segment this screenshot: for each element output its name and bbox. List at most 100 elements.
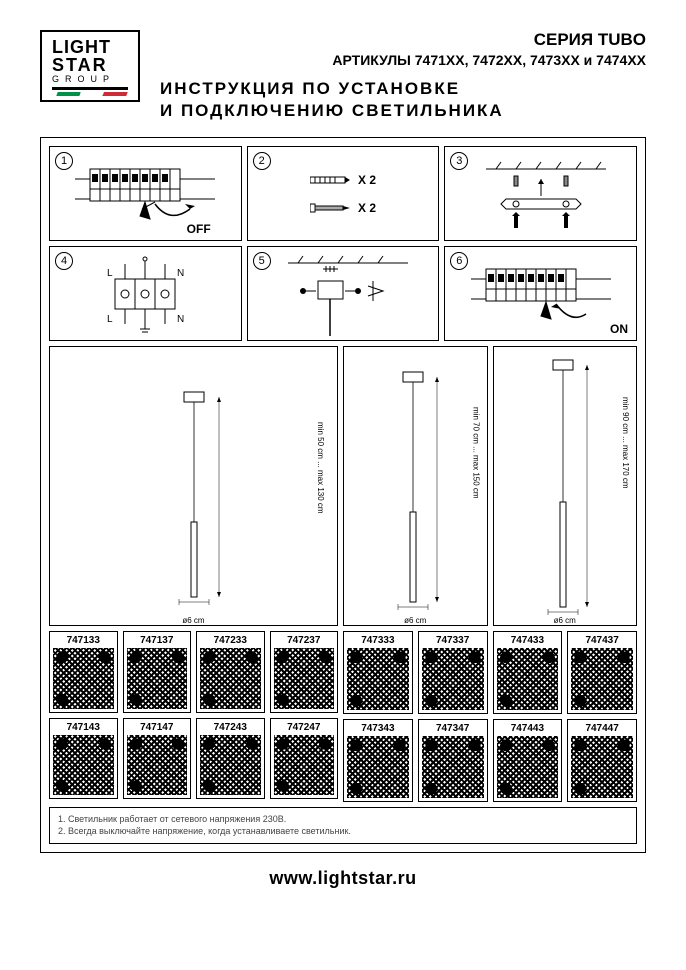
step-number: 5 — [253, 252, 271, 270]
product-1: min 50 cm ... max 130 cm ø6 cm — [49, 346, 338, 626]
sku: 747247 — [274, 722, 335, 733]
qr-code-icon — [497, 736, 559, 798]
qr-code-icon — [571, 736, 633, 798]
qr-row: 747443 747447 — [493, 719, 638, 802]
qr-code-icon — [422, 736, 484, 798]
qr-code-icon — [347, 648, 409, 710]
qr-col-2: 747333 747337 747343 747347 — [343, 631, 488, 802]
sku: 747333 — [347, 635, 409, 646]
height-dimension: min 70 cm ... max 150 cm — [472, 407, 481, 499]
step-1: 1 — [49, 146, 242, 241]
pendant-lamp-icon — [525, 352, 605, 617]
N-label: N — [177, 268, 184, 279]
header: LIGHT STAR GROUP СЕРИЯ TUBO АРТИКУЛЫ 747… — [40, 30, 646, 122]
anchor-row: X 2 — [310, 173, 376, 187]
qr-row: 747143 747147 747243 747247 — [49, 718, 338, 800]
L-label: L — [107, 268, 113, 279]
qr-item: 747343 — [343, 719, 413, 802]
product-3: min 90 cm ... max 170 cm ø6 cm — [493, 346, 638, 626]
header-text-block: СЕРИЯ TUBO АРТИКУЛЫ 7471XX, 7472XX, 7473… — [160, 30, 646, 122]
off-label: OFF — [187, 222, 211, 236]
qr-item: 747443 — [493, 719, 563, 802]
title-line-1: ИНСТРУКЦИЯ ПО УСТАНОВКЕ — [160, 79, 460, 98]
step-6: 6 — [444, 246, 637, 341]
qr-code-icon — [53, 735, 114, 796]
sku: 747443 — [497, 723, 559, 734]
qr-code-icon — [200, 648, 261, 709]
sku: 747233 — [200, 635, 261, 646]
qty-label: X 2 — [358, 201, 376, 215]
qr-item: 747447 — [567, 719, 637, 802]
lamp-diagram-1: min 50 cm ... max 130 cm — [50, 352, 337, 618]
qr-col-3: 747433 747437 747443 747447 — [493, 631, 638, 802]
qr-code-icon — [127, 648, 188, 709]
on-label: ON — [610, 322, 628, 336]
qr-code-icon — [347, 736, 409, 798]
note-2: 2. Всегда выключайте напряжение, когда у… — [58, 825, 628, 838]
qr-col-1: 747133 747137 747233 747237 747143 74714… — [49, 631, 338, 802]
step-number: 2 — [253, 152, 271, 170]
lamp-diagram-2: min 70 cm ... max 150 cm — [344, 352, 487, 618]
qr-row: 747433 747437 — [493, 631, 638, 714]
qr-item: 747133 — [49, 631, 118, 713]
qr-item: 747437 — [567, 631, 637, 714]
step-2: 2 X 2 X 2 — [247, 146, 440, 241]
qr-row: 747333 747337 — [343, 631, 488, 714]
wall-anchor-icon — [310, 175, 350, 185]
article-numbers: АРТИКУЛЫ 7471XX, 7472XX, 7473XX и 7474XX — [160, 52, 646, 68]
canopy-attach-icon — [252, 251, 435, 336]
qr-item: 747233 — [196, 631, 265, 713]
bracket-mount-icon — [449, 151, 632, 236]
qr-code-icon — [200, 735, 261, 796]
hardware-list: X 2 X 2 — [252, 151, 435, 236]
qr-item: 747143 — [49, 718, 118, 800]
pendant-lamp-icon — [134, 352, 254, 617]
main-frame: 1 — [40, 137, 646, 853]
qr-item: 747247 — [270, 718, 339, 800]
L-label: L — [107, 314, 113, 325]
logo-line-1: LIGHT — [52, 38, 128, 56]
series-title: СЕРИЯ TUBO — [160, 30, 646, 50]
sku: 747337 — [422, 635, 484, 646]
instruction-title: ИНСТРУКЦИЯ ПО УСТАНОВКЕ И ПОДКЛЮЧЕНИЮ СВ… — [160, 78, 646, 122]
qr-item: 747147 — [123, 718, 192, 800]
sku: 747133 — [53, 635, 114, 646]
qr-item: 747137 — [123, 631, 192, 713]
step-4: 4 LN LN — [49, 246, 242, 341]
wiring-diagram-icon: LN LN — [54, 251, 237, 336]
qty-label: X 2 — [358, 173, 376, 187]
qr-item: 747433 — [493, 631, 563, 714]
steps-grid: 1 — [49, 146, 637, 341]
qr-item: 747243 — [196, 718, 265, 800]
qr-code-icon — [274, 648, 335, 709]
qr-item: 747337 — [418, 631, 488, 714]
sku: 747343 — [347, 723, 409, 734]
sku: 747237 — [274, 635, 335, 646]
title-line-2: И ПОДКЛЮЧЕНИЮ СВЕТИЛЬНИКА — [160, 101, 504, 120]
step-3: 3 — [444, 146, 637, 241]
screw-icon — [310, 203, 350, 213]
instruction-sheet: LIGHT STAR GROUP СЕРИЯ TUBO АРТИКУЛЫ 747… — [0, 0, 686, 899]
lamp-diagram-3: min 90 cm ... max 170 cm — [494, 352, 637, 618]
pendant-lamp-icon — [375, 352, 455, 617]
product-2: min 70 cm ... max 150 cm ø6 cm — [343, 346, 488, 626]
step-5: 5 — [247, 246, 440, 341]
sku: 747143 — [53, 722, 114, 733]
qr-code-icon — [53, 648, 114, 709]
height-dimension: min 90 cm ... max 170 cm — [621, 397, 630, 489]
logo: LIGHT STAR GROUP — [40, 30, 140, 102]
sku: 747147 — [127, 722, 188, 733]
sku: 747347 — [422, 723, 484, 734]
note-1: 1. Светильник работает от сетевого напря… — [58, 813, 628, 826]
sku: 747433 — [497, 635, 559, 646]
qr-code-icon — [571, 648, 633, 710]
logo-line-3: GROUP — [52, 74, 128, 90]
sku: 747243 — [200, 722, 261, 733]
logo-line-2: STAR — [52, 56, 128, 74]
qr-item: 747237 — [270, 631, 339, 713]
qr-row: 747133 747137 747233 747237 — [49, 631, 338, 713]
sku: 747447 — [571, 723, 633, 734]
qr-code-icon — [497, 648, 559, 710]
height-dimension: min 50 cm ... max 130 cm — [316, 422, 325, 514]
notes-box: 1. Светильник работает от сетевого напря… — [49, 807, 637, 844]
